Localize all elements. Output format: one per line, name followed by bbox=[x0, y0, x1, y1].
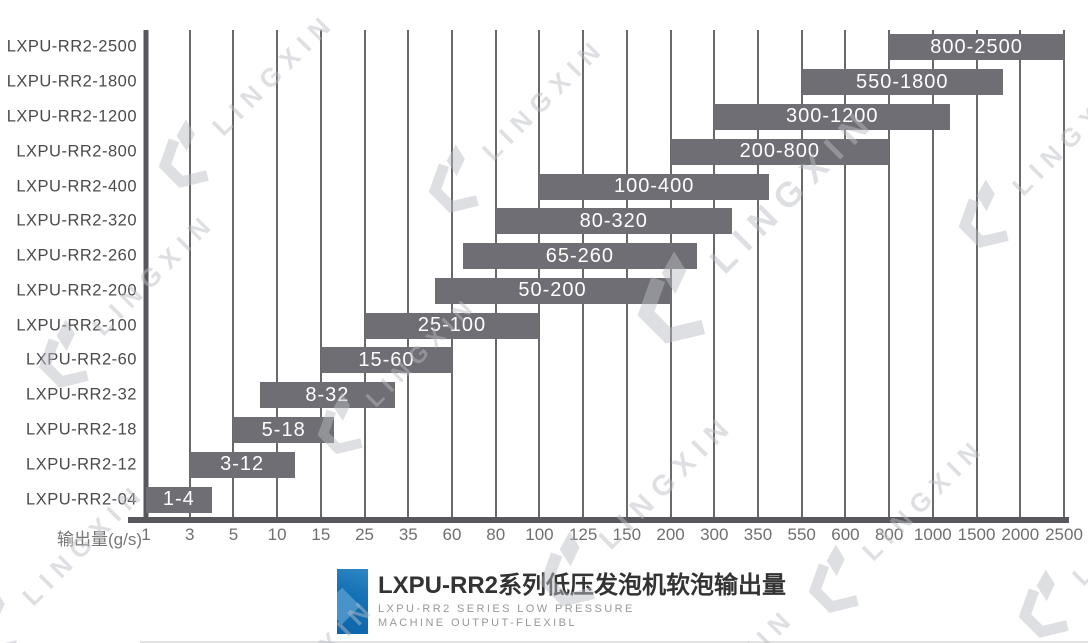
x-tick-label-35: 35 bbox=[398, 525, 418, 544]
x-axis-title: 输出量(g/s) bbox=[57, 530, 142, 549]
row-label-LXPU-RR2-200: LXPU-RR2-200 bbox=[16, 281, 137, 300]
range-bar-LXPU-RR2-1200: 300-1200 bbox=[714, 103, 951, 130]
plot-area: 800-2500 550-1800 300-1200 200-800 100-400 80… bbox=[143, 30, 1065, 517]
row-label-LXPU-RR2-32: LXPU-RR2-32 bbox=[26, 385, 137, 404]
row-label-LXPU-RR2-320: LXPU-RR2-320 bbox=[16, 211, 137, 230]
row-label-LXPU-RR2-18: LXPU-RR2-18 bbox=[26, 420, 137, 439]
row-label-LXPU-RR2-800: LXPU-RR2-800 bbox=[16, 142, 137, 161]
y-axis-labels: LXPU-RR2-2500 LXPU-RR2-1800 LXPU-RR2-1200 L… bbox=[0, 30, 141, 517]
chart-title-block: LXPU-RR2系列低压发泡机软泡输出量 LXPU-RR2 SERIES LOW… bbox=[337, 569, 786, 634]
bar-label: 200-800 bbox=[739, 140, 821, 163]
gridline-800 bbox=[888, 30, 891, 517]
x-tick-label-800: 800 bbox=[874, 525, 904, 544]
x-axis-ticks: 1 3 5 10 15 25 35 60 80 100 125 150 200 300 350 550 600 8… bbox=[141, 525, 1083, 547]
chart-subtitle-line1: LXPU-RR2 SERIES LOW PRESSURE bbox=[378, 603, 635, 615]
gridline-600 bbox=[844, 30, 847, 517]
gridline-1000 bbox=[931, 30, 934, 517]
row-label-LXPU-RR2-100: LXPU-RR2-100 bbox=[16, 316, 137, 335]
x-tick-label-2000: 2000 bbox=[1001, 525, 1040, 544]
bar-label: 1-4 bbox=[162, 488, 195, 511]
gridline-350 bbox=[756, 30, 759, 517]
gridline-2500 bbox=[1063, 30, 1065, 517]
x-tick-label-125: 125 bbox=[568, 525, 598, 544]
range-bar-LXPU-RR2-800: 200-800 bbox=[670, 138, 890, 165]
row-label-LXPU-RR2-12: LXPU-RR2-12 bbox=[26, 455, 137, 474]
gridline-300 bbox=[713, 30, 716, 517]
range-bar-LXPU-RR2-200: 50-200 bbox=[434, 277, 671, 304]
row-label-LXPU-RR2-400: LXPU-RR2-400 bbox=[16, 177, 137, 196]
x-tick-label-3: 3 bbox=[184, 525, 195, 544]
x-tick-label-60: 60 bbox=[442, 525, 462, 544]
x-tick-label-550: 550 bbox=[787, 525, 816, 544]
row-label-LXPU-RR2-2500: LXPU-RR2-2500 bbox=[6, 37, 137, 56]
x-tick-label-1000: 1000 bbox=[913, 525, 952, 544]
x-tick-label-100: 100 bbox=[525, 525, 554, 544]
gridline-150 bbox=[625, 30, 628, 517]
bar-label: 5-18 bbox=[261, 418, 306, 441]
brand-square-icon bbox=[337, 569, 368, 634]
gridline-3 bbox=[188, 30, 191, 517]
range-bar-LXPU-RR2-12: 3-12 bbox=[189, 451, 295, 478]
range-bar-LXPU-RR2-1800: 550-1800 bbox=[801, 69, 1003, 96]
bar-label: 100-400 bbox=[613, 175, 695, 198]
x-axis-line bbox=[128, 517, 1069, 523]
gridline-25 bbox=[363, 30, 366, 517]
gridline-2000 bbox=[1019, 30, 1022, 517]
bar-label: 3-12 bbox=[220, 453, 265, 476]
row-label-LXPU-RR2-260: LXPU-RR2-260 bbox=[16, 246, 137, 265]
range-bar-LXPU-RR2-60: 15-60 bbox=[320, 347, 452, 374]
gridline-60 bbox=[450, 30, 453, 517]
bar-label: 550-1800 bbox=[855, 70, 949, 93]
x-tick-label-25: 25 bbox=[355, 525, 375, 544]
bar-label: 800-2500 bbox=[930, 35, 1023, 58]
bar-label: 15-60 bbox=[358, 348, 415, 371]
x-tick-label-5: 5 bbox=[228, 525, 239, 544]
row-label-LXPU-RR2-1800: LXPU-RR2-1800 bbox=[6, 72, 137, 91]
bottom-divider bbox=[140, 641, 1088, 643]
gridline-1500 bbox=[975, 30, 978, 517]
x-tick-label-200: 200 bbox=[656, 525, 685, 544]
row-label-LXPU-RR2-04: LXPU-RR2-04 bbox=[26, 490, 137, 509]
row-label-LXPU-RR2-1200: LXPU-RR2-1200 bbox=[6, 107, 137, 126]
row-label-LXPU-RR2-60: LXPU-RR2-60 bbox=[26, 350, 137, 369]
gridline-10 bbox=[276, 30, 279, 517]
x-tick-label-300: 300 bbox=[700, 525, 729, 544]
gridline-125 bbox=[582, 30, 585, 517]
range-bar-LXPU-RR2-2500: 800-2500 bbox=[889, 34, 1064, 61]
chart-subtitle-line2: MACHINE OUTPUT-FLEXIBL bbox=[378, 616, 577, 629]
gridline-5 bbox=[232, 30, 235, 517]
gridline-15 bbox=[319, 30, 322, 517]
range-bar-LXPU-RR2-04: 1-4 bbox=[146, 486, 212, 513]
range-bar-LXPU-RR2-18: 5-18 bbox=[233, 417, 334, 444]
x-tick-label-80: 80 bbox=[486, 525, 506, 544]
bar-label: 8-32 bbox=[305, 383, 350, 406]
range-bar-LXPU-RR2-32: 8-32 bbox=[259, 382, 396, 409]
gridline-550 bbox=[800, 30, 803, 517]
bar-label: 50-200 bbox=[518, 279, 587, 302]
x-tick-label-2500: 2500 bbox=[1045, 525, 1083, 544]
x-tick-label-350: 350 bbox=[743, 525, 773, 544]
range-bar-LXPU-RR2-400: 100-400 bbox=[539, 173, 769, 200]
gridline-1 bbox=[143, 30, 149, 517]
x-tick-label-150: 150 bbox=[612, 525, 642, 544]
gridline-200 bbox=[669, 30, 672, 517]
x-tick-label-1: 1 bbox=[141, 525, 151, 544]
gridline-35 bbox=[407, 30, 410, 517]
range-bar-LXPU-RR2-260: 65-260 bbox=[462, 243, 697, 270]
gridline-100 bbox=[538, 30, 541, 517]
bar-label: 300-1200 bbox=[786, 105, 879, 128]
bar-label: 25-100 bbox=[417, 314, 487, 337]
x-tick-label-600: 600 bbox=[831, 525, 860, 544]
x-tick-label-10: 10 bbox=[267, 525, 287, 544]
range-bar-LXPU-RR2-100: 25-100 bbox=[364, 312, 540, 339]
gridline-80 bbox=[494, 30, 497, 517]
range-bar-LXPU-RR2-320: 80-320 bbox=[495, 208, 732, 235]
x-tick-label-1500: 1500 bbox=[957, 525, 996, 544]
chart-title: LXPU-RR2系列低压发泡机软泡输出量 bbox=[378, 572, 787, 599]
bar-label: 65-260 bbox=[545, 244, 614, 267]
x-tick-label-15: 15 bbox=[311, 525, 331, 544]
bar-label: 80-320 bbox=[579, 209, 648, 232]
